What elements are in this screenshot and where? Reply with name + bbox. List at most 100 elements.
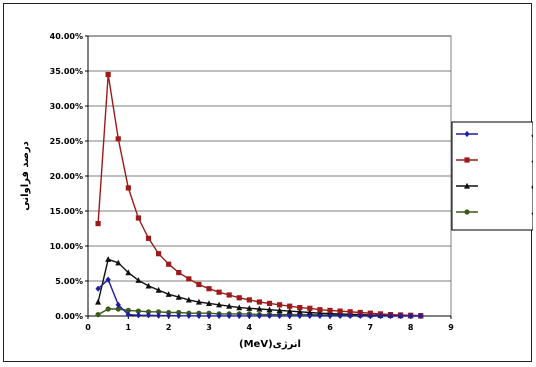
data-point xyxy=(145,235,152,241)
data-point xyxy=(155,312,162,319)
data-point xyxy=(125,311,131,318)
data-point xyxy=(236,312,242,320)
data-point xyxy=(206,312,212,319)
data-point xyxy=(135,215,142,221)
data-point xyxy=(397,312,404,320)
legend-marker xyxy=(464,182,470,189)
data-point xyxy=(115,306,121,312)
x-tick-label: 4 xyxy=(247,323,253,332)
data-point xyxy=(256,299,263,305)
data-point xyxy=(166,312,172,319)
data-point xyxy=(95,221,101,227)
data-point xyxy=(175,293,182,300)
data-point xyxy=(216,301,223,308)
data-point xyxy=(307,305,313,311)
data-point xyxy=(105,71,111,78)
data-point xyxy=(195,298,202,305)
y-tick-label: 30.00% xyxy=(50,102,83,111)
data-point xyxy=(357,312,363,320)
legend-marker xyxy=(464,209,470,215)
legend-label: فیلتر پهن کننده xyxy=(531,182,533,192)
data-point xyxy=(266,300,273,306)
data-point xyxy=(327,307,333,313)
data-point xyxy=(296,308,303,315)
data-point xyxy=(115,136,121,142)
legend-marker xyxy=(464,157,470,163)
data-point xyxy=(246,297,252,303)
data-point xyxy=(125,269,132,276)
y-tick-labels: 0.00% 5.00% 10.00% 15.00% 20.00% 25.00% 30.00%… xyxy=(50,32,88,321)
data-point xyxy=(216,289,222,295)
data-point xyxy=(206,300,212,306)
data-point xyxy=(297,312,303,320)
data-point xyxy=(287,303,293,309)
data-point xyxy=(408,312,414,320)
data-point xyxy=(276,302,283,308)
data-point xyxy=(135,277,142,283)
y-tick-label: 10.00% xyxy=(50,242,83,251)
data-point xyxy=(236,304,243,311)
data-point xyxy=(327,312,333,320)
data-point xyxy=(155,251,162,257)
x-tick-label: 6 xyxy=(327,323,333,332)
data-point xyxy=(226,292,232,298)
data-point xyxy=(246,312,252,320)
x-tick-label: 7 xyxy=(368,323,374,332)
data-point xyxy=(266,306,273,313)
y-tick-label: 25.00% xyxy=(50,137,83,146)
legend-label: هدف xyxy=(531,130,533,140)
data-point xyxy=(135,312,142,319)
data-point xyxy=(297,305,303,311)
data-point xyxy=(418,312,424,320)
data-point xyxy=(196,312,202,319)
data-point xyxy=(226,312,232,320)
data-point xyxy=(115,259,122,266)
data-point xyxy=(317,312,323,320)
data-point xyxy=(337,308,343,314)
data-point xyxy=(347,312,353,320)
legend: هدف کولیماتور اولیه فیلتر پهن کننده کولیمات… xyxy=(451,121,536,231)
data-point xyxy=(95,285,101,292)
data-point xyxy=(276,312,283,320)
legend-label: کولیماتور ثانویه xyxy=(531,208,533,218)
data-point xyxy=(256,305,263,312)
data-point xyxy=(176,270,182,276)
data-point xyxy=(95,312,101,318)
x-tick-label: 8 xyxy=(408,323,414,332)
y-tick-label: 35.00% xyxy=(50,67,83,76)
data-point xyxy=(377,312,384,320)
data-point xyxy=(206,286,212,292)
data-point xyxy=(246,305,253,311)
data-point xyxy=(186,312,192,319)
chart-svg: 0.00% 5.00% 10.00% 15.00% 20.00% 25.00% 30.00%… xyxy=(20,32,536,350)
data-point xyxy=(196,281,202,288)
y-tick-label: 15.00% xyxy=(50,207,83,216)
y-tick-label: 40.00% xyxy=(50,32,83,41)
data-point xyxy=(266,312,273,320)
data-point xyxy=(166,309,172,316)
x-tick-label: 3 xyxy=(206,323,212,332)
data-point xyxy=(286,307,293,314)
data-point xyxy=(145,312,152,319)
data-point xyxy=(216,312,222,319)
data-point xyxy=(347,309,353,315)
chart-frame: 0.00% 5.00% 10.00% 15.00% 20.00% 25.00% 30.00%… xyxy=(3,3,536,362)
data-point xyxy=(357,309,363,316)
data-point xyxy=(105,306,111,312)
data-point xyxy=(135,308,142,314)
data-point xyxy=(306,309,313,316)
y-tick-label: 0.00% xyxy=(55,312,83,321)
series-1 xyxy=(95,276,424,320)
data-point xyxy=(125,185,131,191)
series-layer xyxy=(95,71,424,320)
data-point xyxy=(387,312,394,320)
x-tick-label: 9 xyxy=(448,323,454,332)
x-tick-label: 5 xyxy=(287,323,293,332)
y-tick-label: 5.00% xyxy=(55,277,83,286)
data-point xyxy=(105,276,111,283)
data-point xyxy=(115,301,121,308)
data-point xyxy=(307,312,313,320)
data-point xyxy=(186,276,192,282)
x-tick-label: 2 xyxy=(166,323,172,332)
y-tick-label: 20.00% xyxy=(50,172,83,181)
